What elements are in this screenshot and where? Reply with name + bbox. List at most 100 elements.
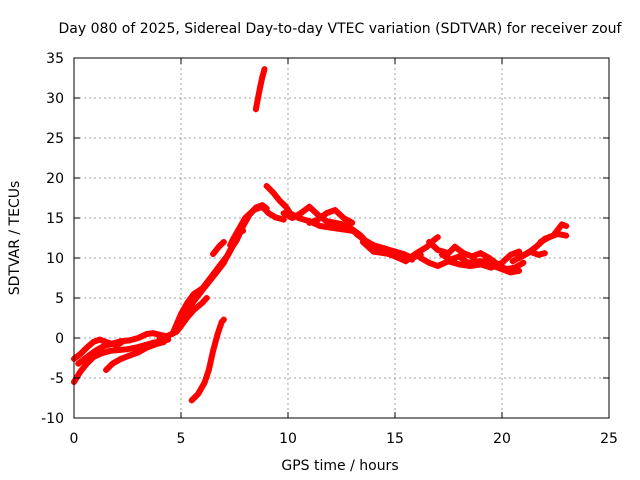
data-point [349, 226, 356, 233]
data-point [229, 237, 236, 244]
data-point [160, 339, 167, 345]
data-point [445, 250, 452, 257]
data-point [216, 243, 223, 249]
data-point [143, 344, 150, 351]
data-point [370, 242, 377, 249]
data-point [282, 203, 289, 210]
data-point [359, 239, 366, 245]
data-point [297, 210, 304, 217]
y-tick-label: 0 [55, 331, 64, 347]
data-point [460, 250, 467, 257]
data-point [464, 259, 471, 266]
data-point [563, 232, 570, 239]
data-point [261, 66, 268, 73]
data-point [188, 397, 195, 404]
data-point [207, 274, 214, 281]
data-point [83, 360, 90, 367]
data-point [100, 343, 107, 349]
x-tick-label: 5 [177, 431, 186, 447]
data-point [216, 263, 223, 269]
data-point [173, 328, 180, 335]
y-tick-label: -5 [50, 371, 64, 387]
data-point [135, 349, 142, 356]
data-point [554, 231, 561, 237]
data-point [255, 95, 262, 101]
data-point [98, 350, 105, 357]
data-point [413, 250, 420, 257]
data-point [317, 223, 324, 229]
data-point [220, 239, 227, 245]
data-point [499, 259, 505, 266]
data-point [242, 215, 249, 221]
data-point [426, 239, 433, 245]
data-point [481, 258, 488, 265]
data-point [190, 291, 197, 297]
data-point [499, 266, 505, 273]
data-point [150, 330, 157, 337]
data-point [306, 203, 313, 210]
data-point [184, 299, 191, 306]
data-point [456, 261, 463, 268]
data-point [169, 331, 176, 337]
data-point [381, 250, 388, 257]
data-point [126, 352, 133, 359]
data-point [190, 298, 197, 305]
data-point [272, 214, 279, 221]
data-point [338, 226, 345, 233]
trace-arc-8 [229, 203, 287, 244]
data-point [96, 336, 103, 343]
data-point [507, 251, 514, 258]
data-point [126, 337, 133, 344]
data-point [434, 263, 441, 269]
data-point [225, 251, 232, 258]
y-tick-label: 25 [46, 131, 64, 147]
data-point [118, 355, 125, 362]
data-point [466, 263, 473, 269]
data-point [265, 210, 272, 217]
x-tick-label: 20 [493, 431, 511, 447]
data-point [210, 347, 217, 354]
data-point [314, 216, 321, 223]
data-point [252, 106, 259, 113]
data-point [374, 247, 381, 253]
data-point [535, 251, 542, 258]
data-point [280, 210, 287, 217]
x-tick-label: 10 [279, 431, 297, 447]
data-point [212, 271, 219, 277]
data-point [77, 368, 84, 375]
data-point [109, 340, 116, 347]
y-tick-label: 35 [46, 51, 64, 67]
data-point [124, 346, 131, 353]
y-tick-label: 30 [46, 91, 64, 107]
data-point [469, 253, 476, 260]
data-point [246, 211, 253, 218]
data-point [195, 391, 202, 397]
data-point [456, 253, 463, 260]
data-point [353, 231, 360, 237]
data-point [113, 342, 120, 349]
data-point [295, 215, 302, 221]
data-point [235, 229, 242, 236]
data-point [92, 347, 99, 354]
data-point [477, 261, 484, 268]
data-point [107, 347, 114, 354]
data-point [205, 367, 212, 373]
data-point [115, 347, 122, 353]
data-point [400, 253, 407, 260]
data-point [263, 183, 270, 189]
data-point [507, 269, 514, 276]
data-point [276, 197, 283, 204]
data-point [90, 339, 97, 345]
data-point [323, 210, 330, 217]
data-point [494, 261, 501, 268]
data-point [103, 367, 110, 373]
data-point [184, 307, 191, 314]
data-point [490, 263, 497, 269]
data-point [332, 207, 339, 213]
data-point [524, 250, 531, 257]
data-point [451, 243, 458, 250]
data-point [205, 279, 212, 285]
grid [74, 58, 609, 418]
data-point [332, 219, 339, 226]
